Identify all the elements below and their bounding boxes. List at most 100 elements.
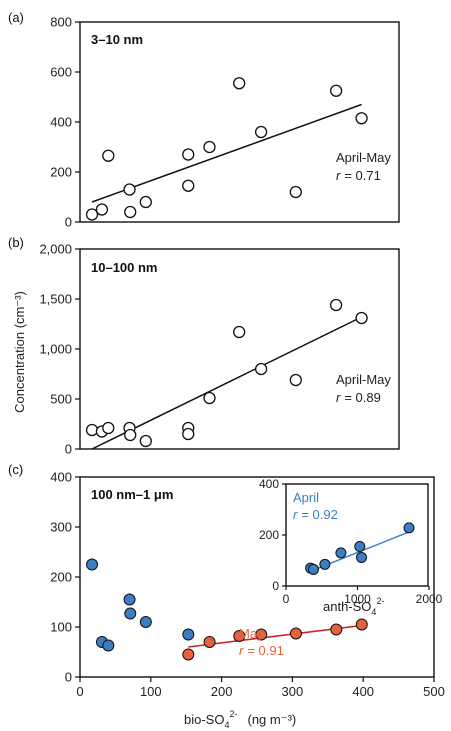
panel-b-r-symbol: r: [336, 390, 341, 405]
b-ytick-label: 1,500: [39, 292, 72, 307]
panel-b-season: April-May: [336, 372, 391, 387]
c-xtick-label: 200: [211, 684, 233, 699]
panel-c-april-point: [86, 558, 99, 571]
x-axis-label: bio-SO42- (ng m⁻³): [184, 709, 296, 730]
inset-r: r = 0.92: [293, 507, 338, 522]
panel-a-point: [85, 208, 99, 221]
panel-b-size-range: 10–100 nm: [91, 260, 158, 275]
panel-c-may-point: [355, 618, 368, 631]
panel-a-r: r = 0.71: [336, 168, 381, 183]
panel-a-label: (a): [8, 10, 24, 25]
panel-b-point: [203, 391, 216, 405]
panel-c-april-point: [182, 628, 195, 641]
panel-b-fit-line: [91, 316, 362, 450]
inset-point: [319, 558, 331, 570]
a-ytick-label: 600: [50, 65, 72, 80]
inset-r-value: = 0.92: [301, 507, 338, 522]
panel-a: (a) 3–10 nm 0 200 400 600 800 April-May r = 0…: [8, 10, 400, 230]
c-ytick-label: 200: [50, 570, 72, 585]
c-xtick-label: 500: [423, 684, 445, 699]
panel-a-r-symbol: r: [336, 168, 341, 183]
c-ytick-label: 400: [50, 470, 72, 485]
panel-c-inset: April r = 0.92 0 200 400 0 1000 2000 anth-SO42…: [259, 477, 443, 617]
inset-xtick-label: 1000: [344, 592, 371, 606]
c-xtick-label: 100: [140, 684, 162, 699]
inset-marks: [305, 522, 415, 575]
panel-c-may-r: r = 0.91: [239, 643, 284, 658]
panel-c-april-point: [123, 593, 136, 606]
panel-a-point: [139, 195, 152, 209]
c-xtick-label: 400: [352, 684, 374, 699]
panel-a-point: [182, 148, 195, 161]
inset-r-symbol: r: [293, 507, 298, 522]
panel-c-may-r-symbol: r: [239, 643, 244, 658]
panel-a-point: [289, 185, 302, 199]
panel-b-point: [254, 362, 268, 376]
b-ytick-label: 1,000: [39, 342, 72, 357]
panel-b-point: [289, 373, 302, 387]
inset-point: [356, 551, 368, 563]
inset-point: [335, 547, 347, 559]
panel-c-may-r-value: = 0.91: [247, 643, 284, 658]
panel-b-point: [233, 325, 246, 339]
a-ytick-label: 0: [65, 215, 72, 230]
panel-b-point: [329, 298, 343, 312]
panel-c-may-point: [255, 628, 268, 641]
panel-a-fit-line: [91, 103, 362, 203]
x-axis-label-main: bio-SO: [184, 712, 224, 727]
panel-c-may-point: [182, 648, 195, 661]
inset-point: [307, 563, 319, 575]
panel-c-marks: [86, 558, 368, 661]
panel-a-point: [123, 183, 136, 196]
b-ytick-label: 0: [65, 442, 72, 457]
inset-ytick-label: 400: [259, 477, 279, 491]
panel-c-label: (c): [8, 462, 23, 477]
panel-b-frame: [79, 248, 400, 450]
panel-a-point: [124, 205, 137, 219]
panel-c-may-point: [289, 627, 302, 640]
panel-a-point: [233, 77, 246, 90]
panel-a-season: April-May: [336, 150, 391, 165]
inset-point: [403, 522, 415, 534]
c-xtick-label: 0: [76, 684, 83, 699]
panel-c-size-range: 100 nm–1 μm: [91, 487, 173, 502]
b-ytick-label: 500: [50, 392, 72, 407]
panel-c-may-label: May: [239, 626, 264, 641]
panel-a-point: [182, 179, 195, 192]
inset-ytick-label: 200: [259, 528, 279, 542]
panel-a-point: [254, 125, 268, 139]
panel-b-point: [139, 434, 152, 448]
panel-a-point: [329, 84, 343, 97]
x-axis-label-sub: 4: [224, 720, 229, 730]
panel-c-may-point: [233, 630, 246, 642]
panel-c-may-point: [203, 636, 216, 648]
c-ytick-label: 300: [50, 520, 72, 535]
x-axis-label-sup: 2-: [229, 709, 237, 719]
a-ytick-label: 800: [50, 15, 72, 30]
panel-a-point: [95, 203, 109, 216]
panel-c-april-point: [124, 607, 137, 620]
panel-a-r-value: = 0.71: [344, 168, 381, 183]
panel-c-may-point: [330, 623, 343, 636]
c-xtick-label: 300: [282, 684, 304, 699]
panel-a-point: [102, 149, 115, 162]
panel-a-marks: [85, 77, 368, 221]
panel-b-point: [85, 423, 99, 437]
panel-c-april-point: [139, 616, 152, 628]
inset-ticks: 0 200 400 0 1000 2000: [259, 477, 443, 606]
panel-a-point: [203, 140, 216, 154]
panel-b-marks: [85, 298, 368, 450]
panel-b-point: [124, 428, 137, 442]
panel-c-april-point: [102, 639, 115, 652]
inset-x-axis-label-sub: 4: [371, 607, 376, 617]
x-axis-label-unit: (ng m⁻³): [248, 712, 297, 727]
inset-x-axis-label-sup: 2-: [376, 596, 384, 606]
inset-ytick-label: 0: [272, 579, 279, 593]
panel-a-point: [355, 112, 368, 125]
panel-b-r-value: = 0.89: [344, 390, 381, 405]
inset-xtick-label: 2000: [416, 592, 443, 606]
inset-april-label: April: [293, 490, 319, 505]
